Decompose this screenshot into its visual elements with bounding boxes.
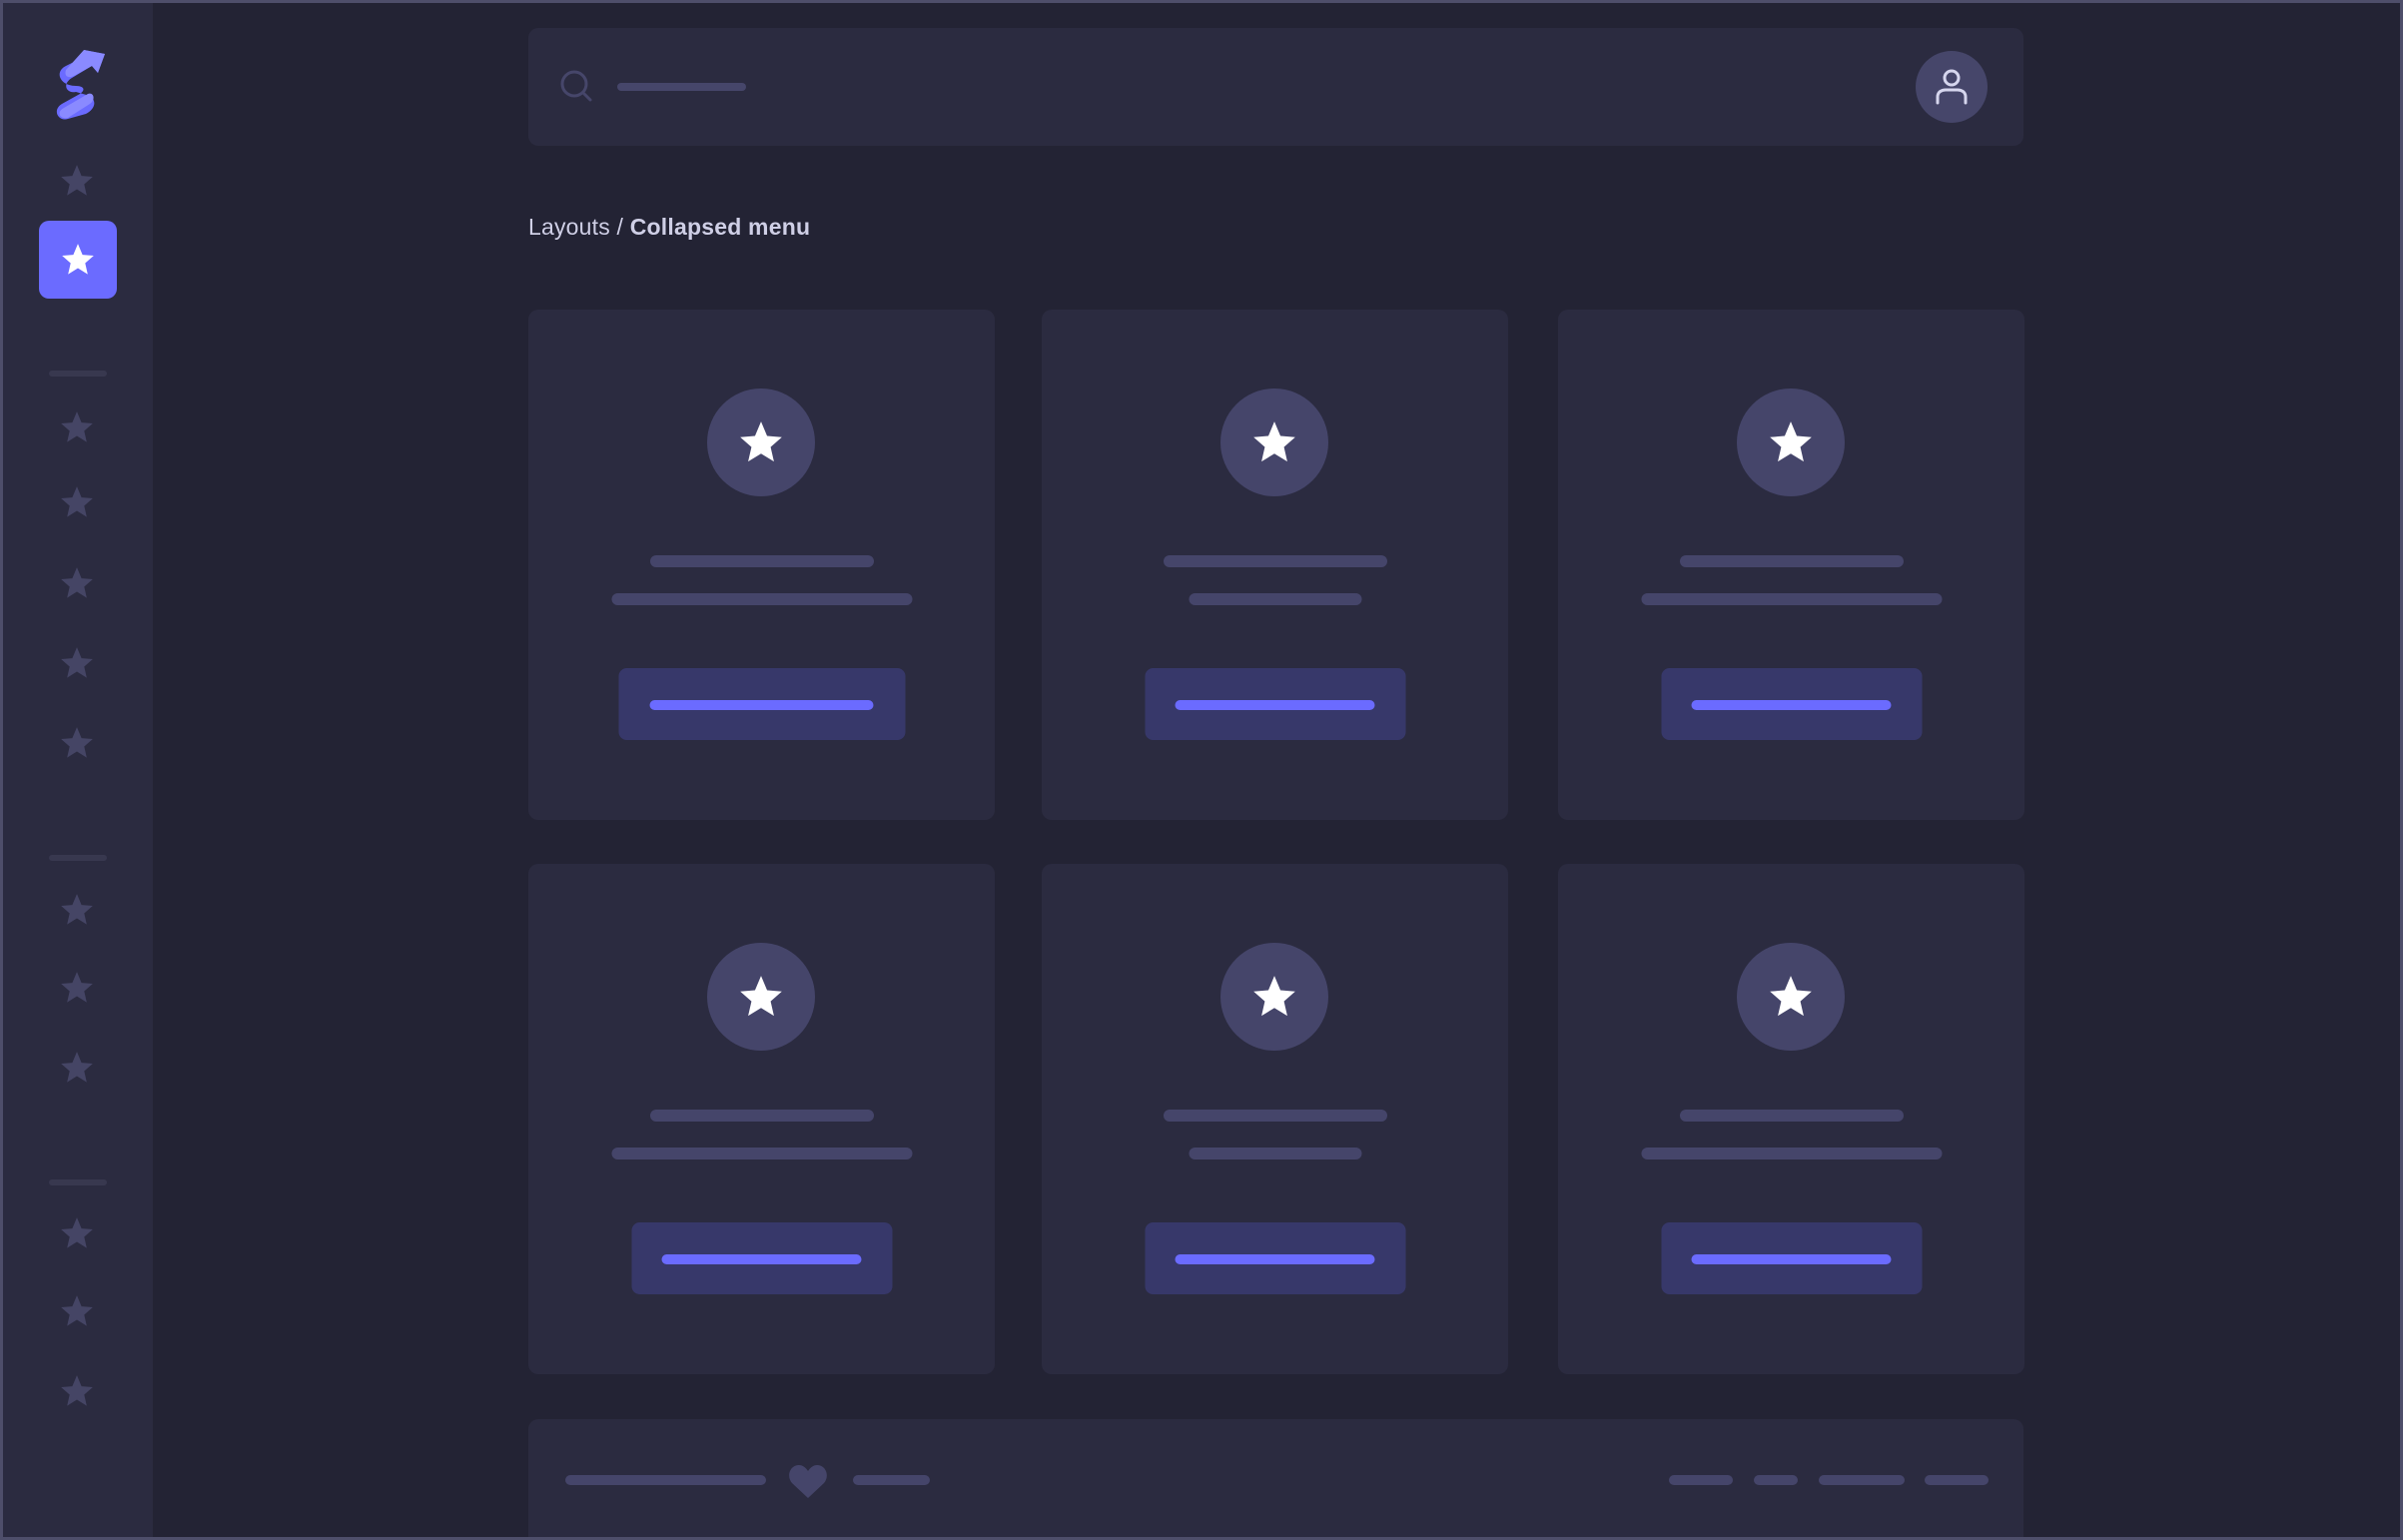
button-label <box>1691 700 1892 710</box>
card-icon-circle <box>707 943 815 1051</box>
card <box>1042 864 1508 1374</box>
card-subtitle <box>1641 1148 1942 1159</box>
search-input[interactable] <box>617 83 746 91</box>
card-subtitle <box>1189 1148 1361 1159</box>
sidebar-item[interactable] <box>57 1291 97 1331</box>
button-label <box>649 700 874 710</box>
button-label <box>1691 1254 1892 1264</box>
card <box>1558 310 2024 820</box>
sidebar-item[interactable] <box>57 968 97 1008</box>
card-subtitle <box>611 1148 912 1159</box>
user-avatar-button[interactable] <box>1916 51 1988 123</box>
star-icon <box>1253 421 1295 462</box>
star-icon <box>62 244 94 275</box>
sidebar-item[interactable] <box>57 723 97 763</box>
card <box>528 864 995 1374</box>
card-subtitle <box>611 593 912 605</box>
footer-text <box>565 1475 766 1485</box>
footer-link[interactable] <box>1669 1475 1733 1485</box>
footer-link[interactable] <box>1925 1475 1989 1485</box>
search-icon[interactable] <box>560 70 594 104</box>
sidebar-item[interactable] <box>57 1371 97 1411</box>
star-icon <box>61 1217 93 1248</box>
logo-icon[interactable] <box>50 46 106 120</box>
sidebar-item-1[interactable] <box>57 161 97 201</box>
sidebar-item-active[interactable] <box>39 221 117 299</box>
footer-text <box>853 1475 930 1485</box>
card-title <box>1679 555 1904 567</box>
breadcrumb-parent[interactable]: Layouts <box>528 214 610 240</box>
footer-link[interactable] <box>1819 1475 1905 1485</box>
button-label <box>1175 1254 1375 1264</box>
card-action-button[interactable] <box>1145 668 1405 740</box>
card-title <box>649 1110 874 1122</box>
card <box>528 310 995 820</box>
star-icon <box>61 567 93 598</box>
card-action-button[interactable] <box>1145 1222 1405 1294</box>
card <box>1042 310 1508 820</box>
star-icon <box>740 421 782 462</box>
card-title <box>649 555 874 567</box>
sidebar-divider <box>49 1179 107 1185</box>
sidebar-item[interactable] <box>57 563 97 603</box>
breadcrumb-current: Collapsed menu <box>629 214 811 240</box>
card-title <box>1163 1110 1387 1122</box>
card-icon-circle <box>1737 388 1845 496</box>
button-label <box>1175 700 1375 710</box>
star-icon <box>61 727 93 758</box>
card-icon-circle <box>1737 943 1845 1051</box>
star-icon <box>61 486 93 517</box>
footer-link[interactable] <box>1754 1475 1798 1485</box>
star-icon <box>1253 976 1295 1017</box>
sidebar-item[interactable] <box>57 1048 97 1088</box>
top-bar <box>528 28 2023 146</box>
card-action-button[interactable] <box>618 668 905 740</box>
heart-icon <box>789 1465 827 1498</box>
star-icon <box>740 976 782 1017</box>
star-icon <box>61 1375 93 1406</box>
card <box>1558 864 2024 1374</box>
card-icon-circle <box>1220 388 1328 496</box>
card-subtitle <box>1641 593 1942 605</box>
card-action-button[interactable] <box>631 1222 892 1294</box>
card-subtitle <box>1189 593 1361 605</box>
star-icon <box>61 972 93 1003</box>
breadcrumb: Layouts / Collapsed menu <box>528 214 810 241</box>
card-title <box>1163 555 1387 567</box>
sidebar-divider <box>49 855 107 861</box>
star-icon <box>61 411 93 442</box>
user-icon <box>1936 69 1968 105</box>
sidebar-item[interactable] <box>57 643 97 683</box>
sidebar-item[interactable] <box>57 1213 97 1253</box>
card-action-button[interactable] <box>1661 668 1922 740</box>
star-icon <box>61 1295 93 1326</box>
star-icon <box>1770 421 1812 462</box>
card-icon-circle <box>1220 943 1328 1051</box>
star-icon <box>61 647 93 678</box>
star-icon <box>61 165 93 196</box>
sidebar-item[interactable] <box>57 890 97 930</box>
footer <box>528 1419 2023 1540</box>
sidebar-item[interactable] <box>57 482 97 522</box>
star-icon <box>61 894 93 925</box>
card-icon-circle <box>707 388 815 496</box>
sidebar-item[interactable] <box>57 407 97 447</box>
button-label <box>661 1254 862 1264</box>
sidebar-divider <box>49 371 107 377</box>
card-action-button[interactable] <box>1661 1222 1922 1294</box>
card-title <box>1679 1110 1904 1122</box>
breadcrumb-separator: / <box>609 214 630 240</box>
star-icon <box>1770 976 1812 1017</box>
sidebar <box>0 0 153 1540</box>
star-icon <box>61 1052 93 1083</box>
